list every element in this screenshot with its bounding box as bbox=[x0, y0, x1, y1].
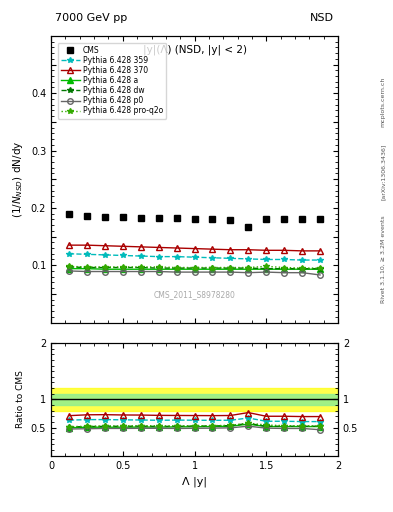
Text: CMS_2011_S8978280: CMS_2011_S8978280 bbox=[154, 291, 235, 300]
Text: [arXiv:1306.3436]: [arXiv:1306.3436] bbox=[381, 143, 386, 200]
Text: NSD: NSD bbox=[310, 13, 334, 23]
Text: |y|(Λ) (NSD, |y| < 2): |y|(Λ) (NSD, |y| < 2) bbox=[143, 45, 246, 55]
Y-axis label: Ratio to CMS: Ratio to CMS bbox=[16, 370, 25, 429]
Bar bbox=[51, 394, 338, 405]
Text: 7000 GeV pp: 7000 GeV pp bbox=[55, 13, 127, 23]
Bar bbox=[51, 388, 338, 411]
Y-axis label: $(1/N_{NSD})$ dN/dy: $(1/N_{NSD})$ dN/dy bbox=[11, 140, 25, 218]
Legend: CMS, Pythia 6.428 359, Pythia 6.428 370, Pythia 6.428 a, Pythia 6.428 dw, Pythia: CMS, Pythia 6.428 359, Pythia 6.428 370,… bbox=[58, 42, 166, 118]
X-axis label: Λ |y|: Λ |y| bbox=[182, 476, 207, 486]
Text: mcplots.cern.ch: mcplots.cern.ch bbox=[381, 77, 386, 127]
Text: Rivet 3.1.10, ≥ 3.2M events: Rivet 3.1.10, ≥ 3.2M events bbox=[381, 215, 386, 303]
